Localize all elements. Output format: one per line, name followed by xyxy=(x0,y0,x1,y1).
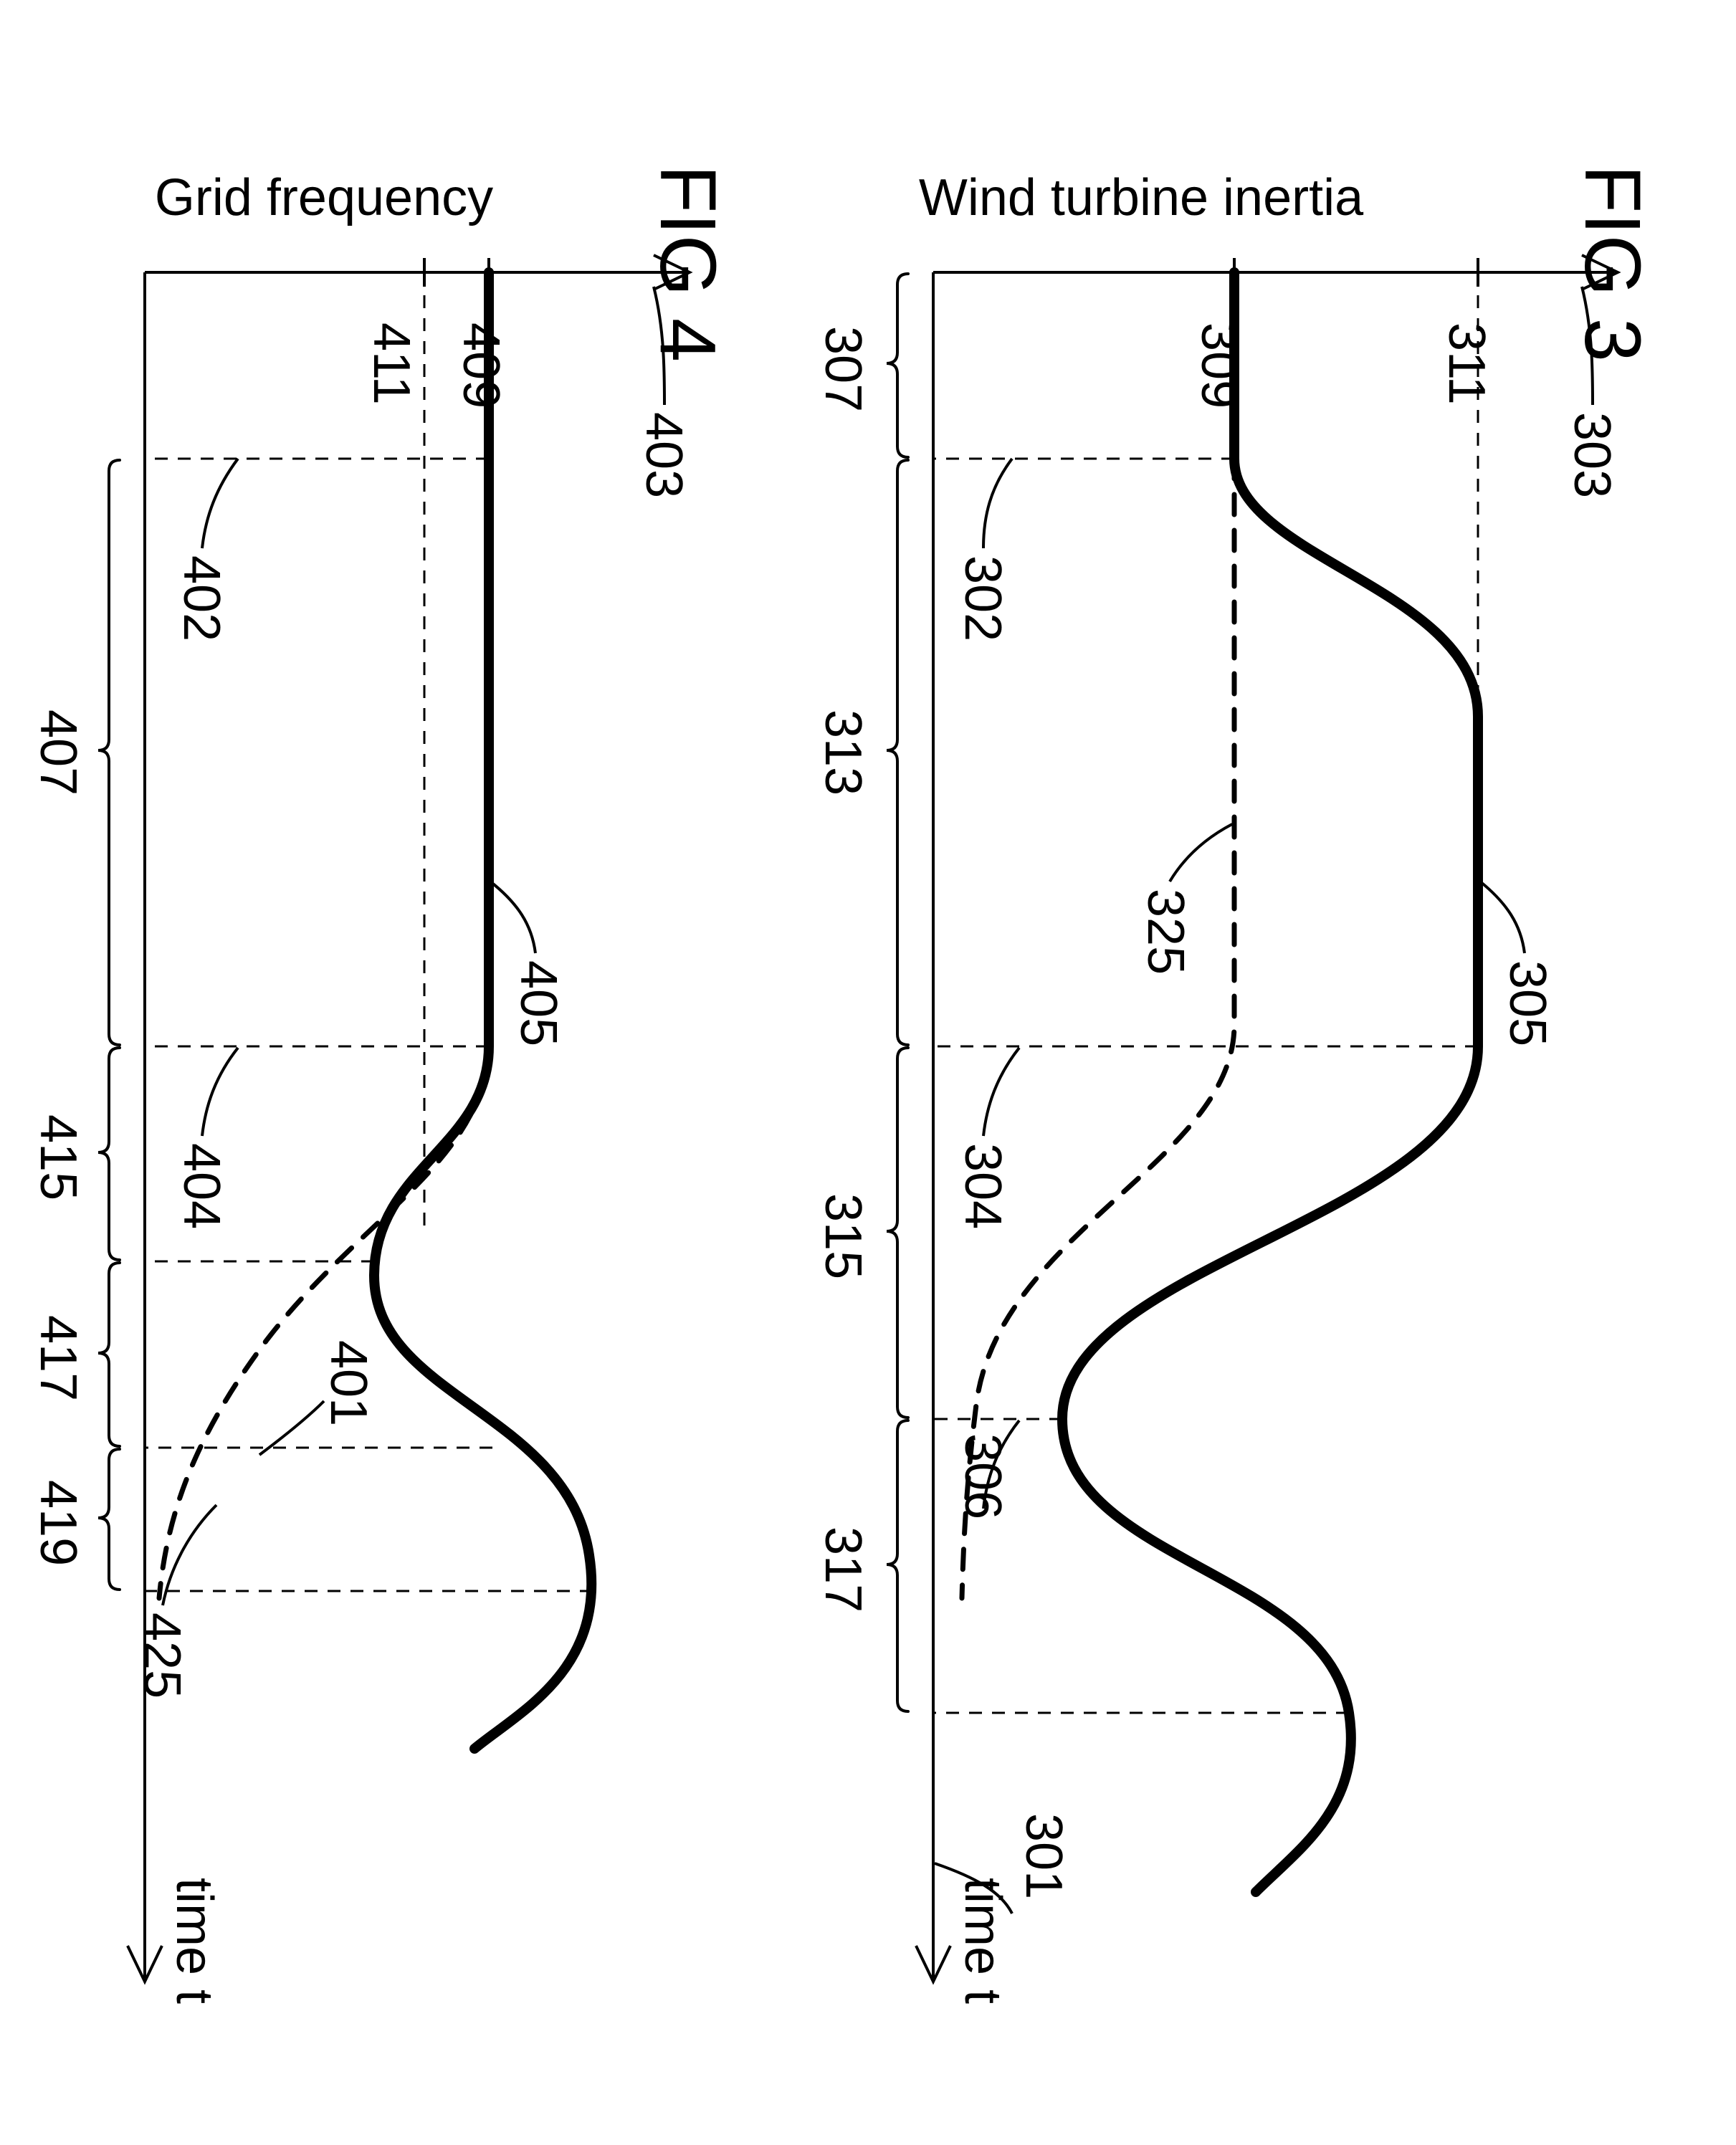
fig3-ref-315: 315 xyxy=(814,1193,872,1279)
fig4-x-axis-label: time t xyxy=(166,1878,223,2004)
fig4-ref-401: 401 xyxy=(320,1340,377,1426)
fig3-ref-301: 301 xyxy=(1015,1813,1072,1899)
fig3-ref-305: 305 xyxy=(1499,960,1556,1046)
fig4-y-axis-label: Grid frequency xyxy=(155,169,493,226)
fig4-ref-404: 404 xyxy=(173,1143,230,1229)
fig3-title: FIG 3 xyxy=(1568,165,1656,362)
fig3-ref-309: 309 xyxy=(1191,323,1248,409)
fig4-ref-403: 403 xyxy=(635,412,692,498)
fig3-ref-313: 313 xyxy=(814,710,872,796)
fig4-ref-405: 405 xyxy=(510,960,567,1046)
fig3-ref-306: 306 xyxy=(954,1433,1011,1519)
fig3-ref-303: 303 xyxy=(1563,412,1621,498)
fig4-ref-411: 411 xyxy=(363,323,420,405)
fig4-ref-417: 417 xyxy=(29,1315,87,1401)
fig4-ref-407: 407 xyxy=(29,710,87,796)
fig4-ref-425: 425 xyxy=(133,1613,191,1699)
fig3-ref-307: 307 xyxy=(814,326,872,412)
fig3-ref-302: 302 xyxy=(954,555,1011,641)
fig4: FIG 4 Grid frequency time t xyxy=(29,165,732,2004)
fig3: FIG 3 Wind turbine inertia time t xyxy=(814,165,1656,2004)
fig4-axes xyxy=(128,255,690,1982)
fig4-ref-415: 415 xyxy=(29,1114,87,1200)
fig3-ref-317: 317 xyxy=(814,1527,872,1613)
fig3-solid-curve xyxy=(1062,272,1478,1892)
fig4-ref-419: 419 xyxy=(29,1480,87,1566)
fig4-title: FIG 4 xyxy=(644,165,732,362)
fig3-y-axis-label: Wind turbine inertia xyxy=(919,169,1364,226)
fig3-ref-311: 311 xyxy=(1438,323,1495,405)
fig4-ref-402: 402 xyxy=(173,555,230,641)
figure-canvas: FIG 3 Wind turbine inertia time t xyxy=(0,0,1736,2145)
fig3-ref-304: 304 xyxy=(954,1143,1011,1229)
fig4-ref-409: 409 xyxy=(452,323,510,409)
fig3-ref-325: 325 xyxy=(1137,889,1194,975)
fig3-x-axis-label: time t xyxy=(954,1878,1011,2004)
